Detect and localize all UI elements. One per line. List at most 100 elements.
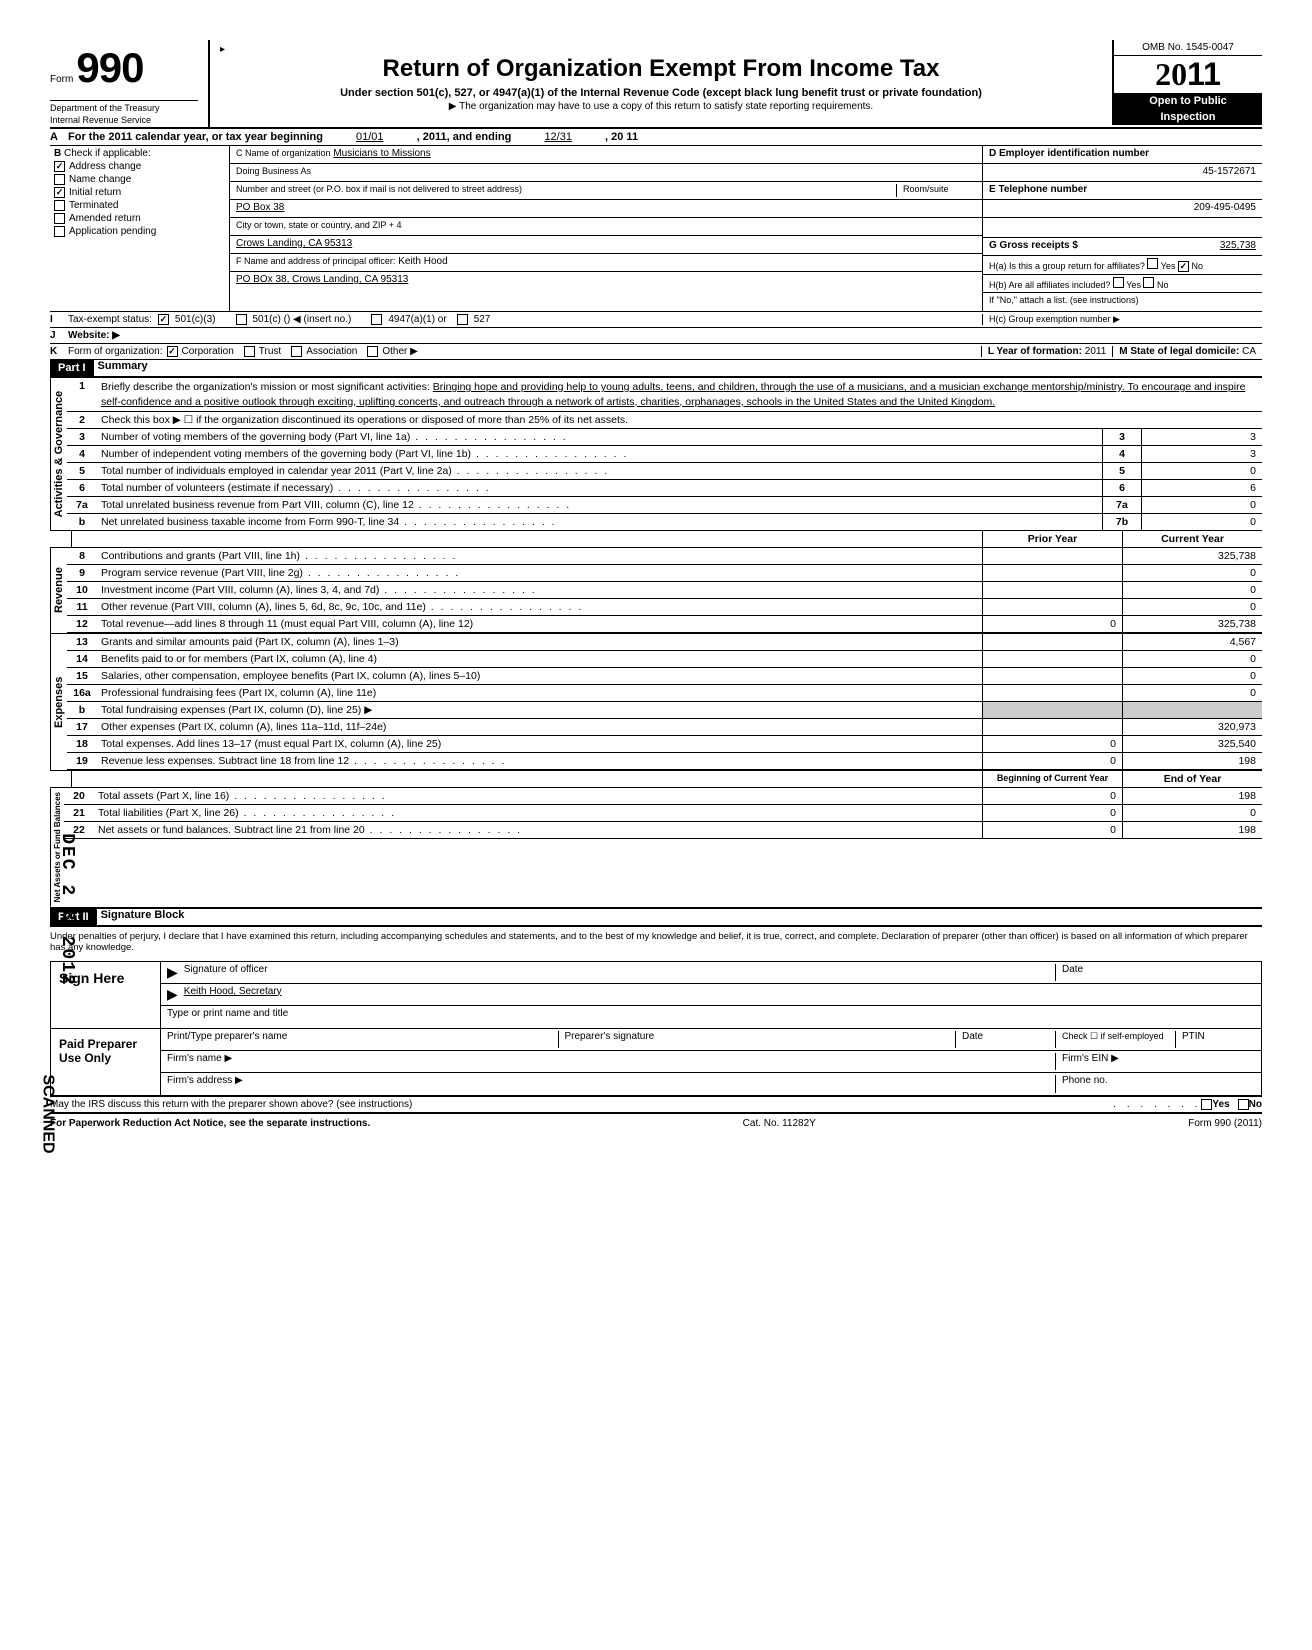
checkbox-initial-return[interactable]	[54, 187, 65, 198]
officer-name: Keith Hood, Secretary	[184, 986, 282, 1003]
cb-527[interactable]	[457, 314, 468, 325]
ha-yes[interactable]	[1147, 258, 1158, 269]
check-label: Check if applicable:	[64, 148, 151, 159]
opt-trust: Trust	[259, 346, 281, 357]
ln11-prior	[982, 599, 1122, 615]
date-label: Date	[1055, 964, 1255, 981]
m-label: M State of legal domicile:	[1119, 346, 1239, 357]
state-domicile: CA	[1242, 346, 1256, 357]
sig-officer-label: Signature of officer	[184, 964, 1055, 981]
hb-yes[interactable]	[1113, 277, 1124, 288]
ln17-num: 17	[67, 719, 97, 735]
opt-501c: 501(c) (	[253, 314, 287, 325]
ln15-current: 0	[1122, 668, 1262, 684]
discuss-no[interactable]	[1238, 1099, 1249, 1110]
checkbox-app-pending[interactable]	[54, 226, 65, 237]
ln12-prior: 0	[982, 616, 1122, 632]
expenses-block: Expenses 13Grants and similar amounts pa…	[50, 634, 1262, 771]
prior-year-header: Prior Year	[982, 531, 1122, 547]
dept-treasury: Department of the Treasury	[50, 100, 198, 113]
cb-501c[interactable]	[236, 314, 247, 325]
firm-addr-label: Firm's address ▶	[167, 1075, 1055, 1093]
main-title: Return of Organization Exempt From Incom…	[220, 55, 1102, 83]
footer-left: For Paperwork Reduction Act Notice, see …	[50, 1118, 370, 1129]
form-org-label: Form of organization:	[68, 346, 163, 357]
ln15-prior	[982, 668, 1122, 684]
ln12-current: 325,738	[1122, 616, 1262, 632]
cb-501c3[interactable]	[158, 314, 169, 325]
ln16b-current	[1122, 702, 1262, 718]
reporting-note: ▶ The organization may have to use a cop…	[220, 101, 1102, 112]
part2-title: Signature Block	[101, 909, 185, 925]
addr-value: PO Box 38	[236, 202, 284, 213]
ln20-end: 198	[1122, 788, 1262, 804]
dept-irs: Internal Revenue Service	[50, 113, 198, 125]
cb-4947[interactable]	[371, 314, 382, 325]
tax-status-label: Tax-exempt status:	[68, 314, 152, 325]
ln8-prior	[982, 548, 1122, 564]
ln16b-num: b	[67, 702, 97, 718]
form-header: Form 990 Department of the Treasury Inte…	[50, 40, 1262, 129]
ln6-box: 6	[1102, 480, 1142, 496]
gross-receipts: 325,738	[1220, 240, 1256, 251]
ln18-label: Total expenses. Add lines 13–17 (must eq…	[97, 736, 982, 752]
ln8-current: 325,738	[1122, 548, 1262, 564]
row-a-text: For the 2011 calendar year, or tax year …	[68, 131, 323, 143]
ln9-label: Program service revenue (Part VIII, line…	[97, 565, 982, 581]
cb-other[interactable]	[367, 346, 378, 357]
discuss-yes[interactable]	[1201, 1099, 1212, 1110]
cb-corp[interactable]	[167, 346, 178, 357]
ln13-prior	[982, 634, 1122, 650]
vlabel-revenue: Revenue	[50, 548, 67, 633]
scanned-stamp: SCANNED	[39, 1074, 57, 1153]
letter-i: I	[50, 314, 68, 325]
opt-corp: Corporation	[182, 346, 234, 357]
open-public-2: Inspection	[1114, 109, 1262, 125]
ln4-val: 3	[1142, 446, 1262, 462]
ln22-end: 198	[1122, 822, 1262, 838]
ln21-label: Total liabilities (Part X, line 26)	[94, 805, 982, 821]
checkbox-amended[interactable]	[54, 213, 65, 224]
cb-label-0: Address change	[69, 161, 141, 172]
ln13-label: Grants and similar amounts paid (Part IX…	[97, 634, 982, 650]
hb-no[interactable]	[1143, 277, 1154, 288]
ln9-prior	[982, 565, 1122, 581]
ln7b-label: Net unrelated business taxable income fr…	[97, 514, 1102, 530]
begin-date: 01/01	[356, 131, 384, 143]
ln10-current: 0	[1122, 582, 1262, 598]
ln6-label: Total number of volunteers (estimate if …	[97, 480, 1102, 496]
checkbox-terminated[interactable]	[54, 200, 65, 211]
ln22-begin: 0	[982, 822, 1122, 838]
cb-assoc[interactable]	[291, 346, 302, 357]
perjury-text: Under penalties of perjury, I declare th…	[50, 927, 1262, 957]
yes-label: Yes	[1212, 1099, 1229, 1110]
ptin-label: PTIN	[1175, 1031, 1255, 1048]
checkbox-name-change[interactable]	[54, 174, 65, 185]
prep-name-label: Print/Type preparer's name	[167, 1031, 558, 1048]
ln18-prior: 0	[982, 736, 1122, 752]
row-a-tail: , 20 11	[605, 131, 638, 143]
ln9-num: 9	[67, 565, 97, 581]
firm-ein-label: Firm's EIN ▶	[1055, 1053, 1255, 1070]
cb-trust[interactable]	[244, 346, 255, 357]
ln5-val: 0	[1142, 463, 1262, 479]
ln17-label: Other expenses (Part IX, column (A), lin…	[97, 719, 982, 735]
ln8-label: Contributions and grants (Part VIII, lin…	[97, 548, 982, 564]
ln14-label: Benefits paid to or for members (Part IX…	[97, 651, 982, 667]
d-label: D Employer identification number	[989, 148, 1149, 159]
ln3-val: 3	[1142, 429, 1262, 445]
ln19-prior: 0	[982, 753, 1122, 769]
checkbox-address-change[interactable]	[54, 161, 65, 172]
f-addr: PO BOx 38, Crows Landing, CA 95313	[236, 274, 408, 285]
opt-other: Other ▶	[382, 346, 417, 357]
ln17-prior	[982, 719, 1122, 735]
sign-section: Sign Here ▶Signature of officerDate ▶Kei…	[50, 961, 1262, 1097]
ln8-num: 8	[67, 548, 97, 564]
ln19-num: 19	[67, 753, 97, 769]
ln4-label: Number of independent voting members of …	[97, 446, 1102, 462]
ln10-label: Investment income (Part VIII, column (A)…	[97, 582, 982, 598]
cb-label-4: Amended return	[69, 213, 141, 224]
ha-no[interactable]	[1178, 261, 1189, 272]
cb-label-3: Terminated	[69, 200, 118, 211]
ln21-end: 0	[1122, 805, 1262, 821]
